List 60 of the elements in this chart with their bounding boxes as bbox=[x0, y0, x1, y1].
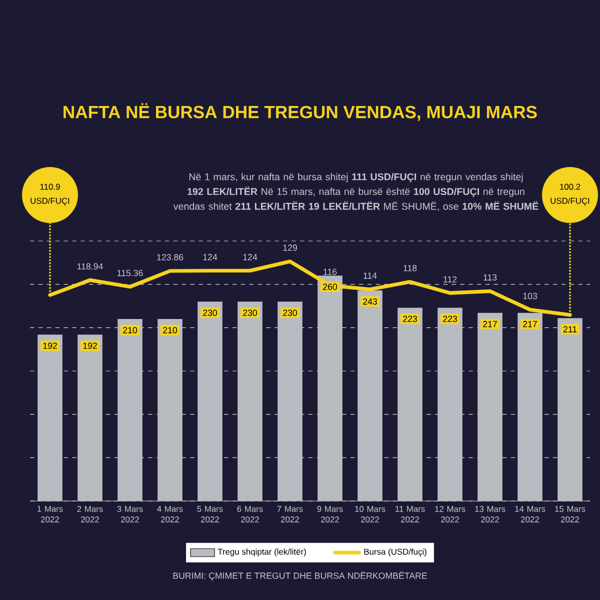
data-label: 116 bbox=[324, 268, 337, 275]
bar bbox=[78, 334, 102, 501]
bar bbox=[118, 319, 142, 501]
data-label: 230 bbox=[283, 310, 298, 316]
bar bbox=[238, 302, 262, 501]
x-tick-label: 3 Mars 2022 bbox=[117, 506, 143, 522]
bar bbox=[478, 312, 502, 501]
data-label: 118 bbox=[404, 264, 417, 272]
data-label: 210 bbox=[123, 327, 138, 334]
chart-title: NAFTA NË BURSA DHE TREGUN VENDAS, MUAJI MARS bbox=[64, 103, 537, 121]
bar bbox=[398, 308, 422, 501]
bar bbox=[358, 290, 382, 501]
x-tick-label: 11 Mars 2022 bbox=[395, 506, 425, 522]
data-label: 129 bbox=[283, 244, 297, 251]
text: 100.2 USD/FUÇI bbox=[550, 184, 590, 206]
data-label: 118.94 bbox=[77, 263, 103, 270]
data-label: 211 bbox=[563, 326, 577, 332]
bar bbox=[558, 318, 582, 501]
bar bbox=[38, 334, 62, 501]
data-label: 210 bbox=[163, 327, 178, 334]
bar bbox=[158, 319, 182, 501]
data-label: 114 bbox=[364, 272, 377, 279]
x-tick-label: 1 Mars 2022 bbox=[38, 506, 63, 522]
data-label: 223 bbox=[443, 316, 458, 322]
x-tick-label: 9 Mars 2022 bbox=[317, 506, 343, 522]
x-tick-label: 12 Mars 2022 bbox=[435, 506, 466, 522]
legend-label: Bursa (USD/fuçi) bbox=[364, 548, 426, 556]
data-label: 124 bbox=[243, 254, 258, 260]
x-tick-label: 14 Mars 2022 bbox=[515, 506, 546, 522]
data-label: 123.86 bbox=[157, 254, 184, 260]
data-label: 243 bbox=[363, 298, 378, 305]
bar bbox=[438, 308, 462, 501]
data-label: 192 bbox=[83, 342, 97, 349]
data-label: 192 bbox=[43, 342, 57, 349]
text: Në 1 mars, kur nafta në bursa shitej 111 USD/FUÇI në tregun vendas shitej 192 LEK/LITËR Në 15 mars, nafta në bursë është 100 USD/FUÇI në tregun vendas shitet 211 LEK/LITËR 19 LEKË/LITËR MË SHUMË, ose 10% MË SHUMË bbox=[173, 173, 538, 211]
x-tick-label: 13 Mars 2022 bbox=[475, 506, 506, 522]
x-tick-label: 15 Mars 2022 bbox=[555, 506, 586, 522]
data-label: 115.36 bbox=[117, 270, 143, 276]
legend-label: Tregu shqiptar (lek/litër) bbox=[218, 548, 306, 556]
data-label: 217 bbox=[523, 320, 537, 328]
bar bbox=[318, 276, 342, 501]
data-label: 230 bbox=[203, 310, 218, 316]
text: BURIMI: ÇMIMET E TREGUT DHE BURSA NDËRKOMBËTARE bbox=[173, 571, 427, 581]
data-label: 103 bbox=[523, 292, 538, 300]
data-label: 112 bbox=[444, 276, 457, 282]
bar bbox=[278, 302, 302, 501]
data-label: 223 bbox=[403, 316, 418, 322]
x-tick-label: 4 Mars 2022 bbox=[157, 506, 183, 522]
bar bbox=[518, 312, 542, 501]
text: 110.9 USD/FUÇI bbox=[30, 184, 70, 206]
data-label: 217 bbox=[483, 320, 497, 328]
x-tick-label: 6 Mars 2022 bbox=[237, 506, 263, 522]
x-tick-label: 10 Mars 2022 bbox=[355, 506, 386, 522]
data-label: 124 bbox=[203, 254, 218, 260]
data-label: 230 bbox=[243, 310, 258, 316]
x-tick-label: 7 Mars 2022 bbox=[277, 506, 303, 522]
x-tick-label: 2 Mars 2022 bbox=[77, 506, 103, 522]
x-tick-label: 5 Mars 2022 bbox=[197, 506, 223, 522]
bar bbox=[198, 302, 222, 501]
data-label: 113 bbox=[484, 274, 497, 281]
